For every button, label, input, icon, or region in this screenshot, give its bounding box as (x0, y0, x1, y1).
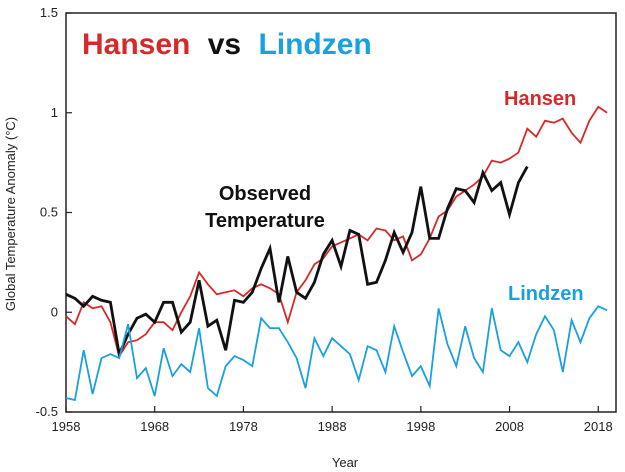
series-line-observed-temperature (65, 165, 529, 359)
x-tick-label: 1978 (229, 419, 258, 434)
x-tick-label: 1988 (318, 419, 347, 434)
annotation-observed: Observed (219, 183, 311, 205)
x-axis-ticks: 1958 1968 1978 1988 1998 2008 2018 (52, 406, 613, 434)
y-tick-label: 1.5 (40, 5, 58, 20)
annotation-temperature: Temperature (205, 210, 325, 232)
y-tick-label: 1 (51, 105, 58, 120)
series-label-lindzen: Lindzen (508, 283, 584, 305)
x-tick-label: 2008 (495, 419, 524, 434)
x-axis-title: Year (332, 455, 359, 470)
y-axis-ticks: -0.5 0 0.5 1 1.5 (36, 5, 72, 419)
y-tick-label: 0.5 (40, 205, 58, 220)
plot-frame (65, 12, 617, 413)
y-axis-title: Global Temperature Anomaly (°C) (3, 117, 18, 311)
title-lindzen: Lindzen (258, 28, 371, 61)
series-line-lindzen (65, 305, 608, 402)
title-hansen: Hansen (82, 28, 190, 61)
x-tick-label: 1968 (140, 419, 169, 434)
y-tick-label: 0 (51, 304, 58, 319)
series-line-hansen (65, 105, 608, 359)
chart-title: Hansen vs Lindzen (82, 28, 372, 61)
series-layer (65, 105, 608, 402)
x-tick-label: 1998 (406, 419, 435, 434)
series-label-hansen: Hansen (504, 88, 576, 110)
title-vs: vs (208, 28, 241, 61)
x-tick-label: 1958 (52, 419, 81, 434)
x-tick-label: 2018 (584, 419, 613, 434)
y-tick-label: -0.5 (36, 404, 58, 419)
